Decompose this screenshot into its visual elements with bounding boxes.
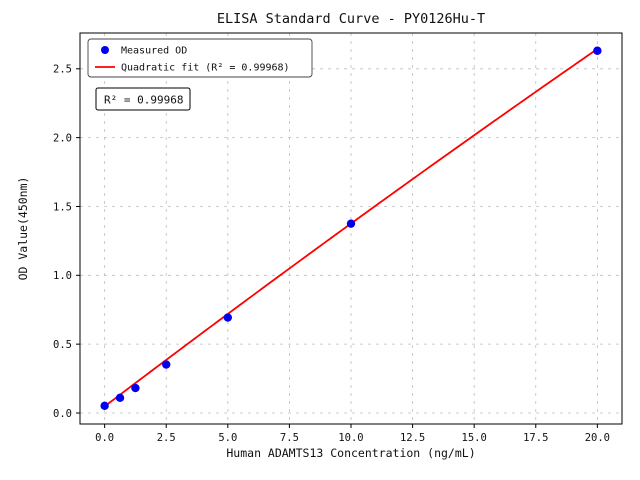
legend-label-measured-od: Measured OD bbox=[121, 46, 187, 57]
x-tick-label: 0.0 bbox=[95, 432, 114, 444]
measured-od-point bbox=[115, 393, 125, 403]
x-tick-label: 20.0 bbox=[585, 432, 610, 444]
chart-title: ELISA Standard Curve - PY0126Hu-T bbox=[217, 11, 485, 27]
x-tick-label: 12.5 bbox=[400, 432, 425, 444]
y-axis-label: OD Value(450nm) bbox=[16, 177, 30, 281]
x-tick-label: 5.0 bbox=[218, 432, 237, 444]
measured-od-point bbox=[162, 360, 171, 369]
y-tick-label: 2.5 bbox=[53, 64, 72, 76]
measured-od-point bbox=[223, 313, 233, 322]
x-tick-label: 17.5 bbox=[523, 432, 548, 444]
measured-od-point bbox=[131, 383, 140, 393]
x-axis-label: Human ADAMTS13 Concentration (ng/mL) bbox=[226, 446, 475, 460]
y-tick-label: 1.0 bbox=[53, 270, 72, 282]
x-tick-label: 7.5 bbox=[280, 432, 299, 444]
x-tick-label: 15.0 bbox=[462, 432, 487, 444]
measured-od-point bbox=[100, 401, 109, 411]
r-squared-box bbox=[95, 87, 191, 111]
measured-od-point bbox=[593, 46, 602, 55]
r-squared-text: R² = 0.99968 bbox=[104, 94, 183, 107]
y-tick-label: 0.5 bbox=[53, 339, 72, 351]
legend-marker-measured-od bbox=[101, 46, 109, 54]
legend-box bbox=[87, 38, 313, 78]
x-tick-label: 10.0 bbox=[338, 432, 363, 444]
y-tick-label: 2.0 bbox=[53, 132, 72, 144]
legend-label-quadratic-fit: Quadratic fit (R² = 0.99968) bbox=[121, 63, 290, 74]
y-tick-label: 1.5 bbox=[53, 201, 72, 213]
measured-od-point bbox=[346, 219, 356, 228]
x-tick-label: 2.5 bbox=[157, 432, 176, 444]
y-tick-label: 0.0 bbox=[53, 408, 72, 420]
